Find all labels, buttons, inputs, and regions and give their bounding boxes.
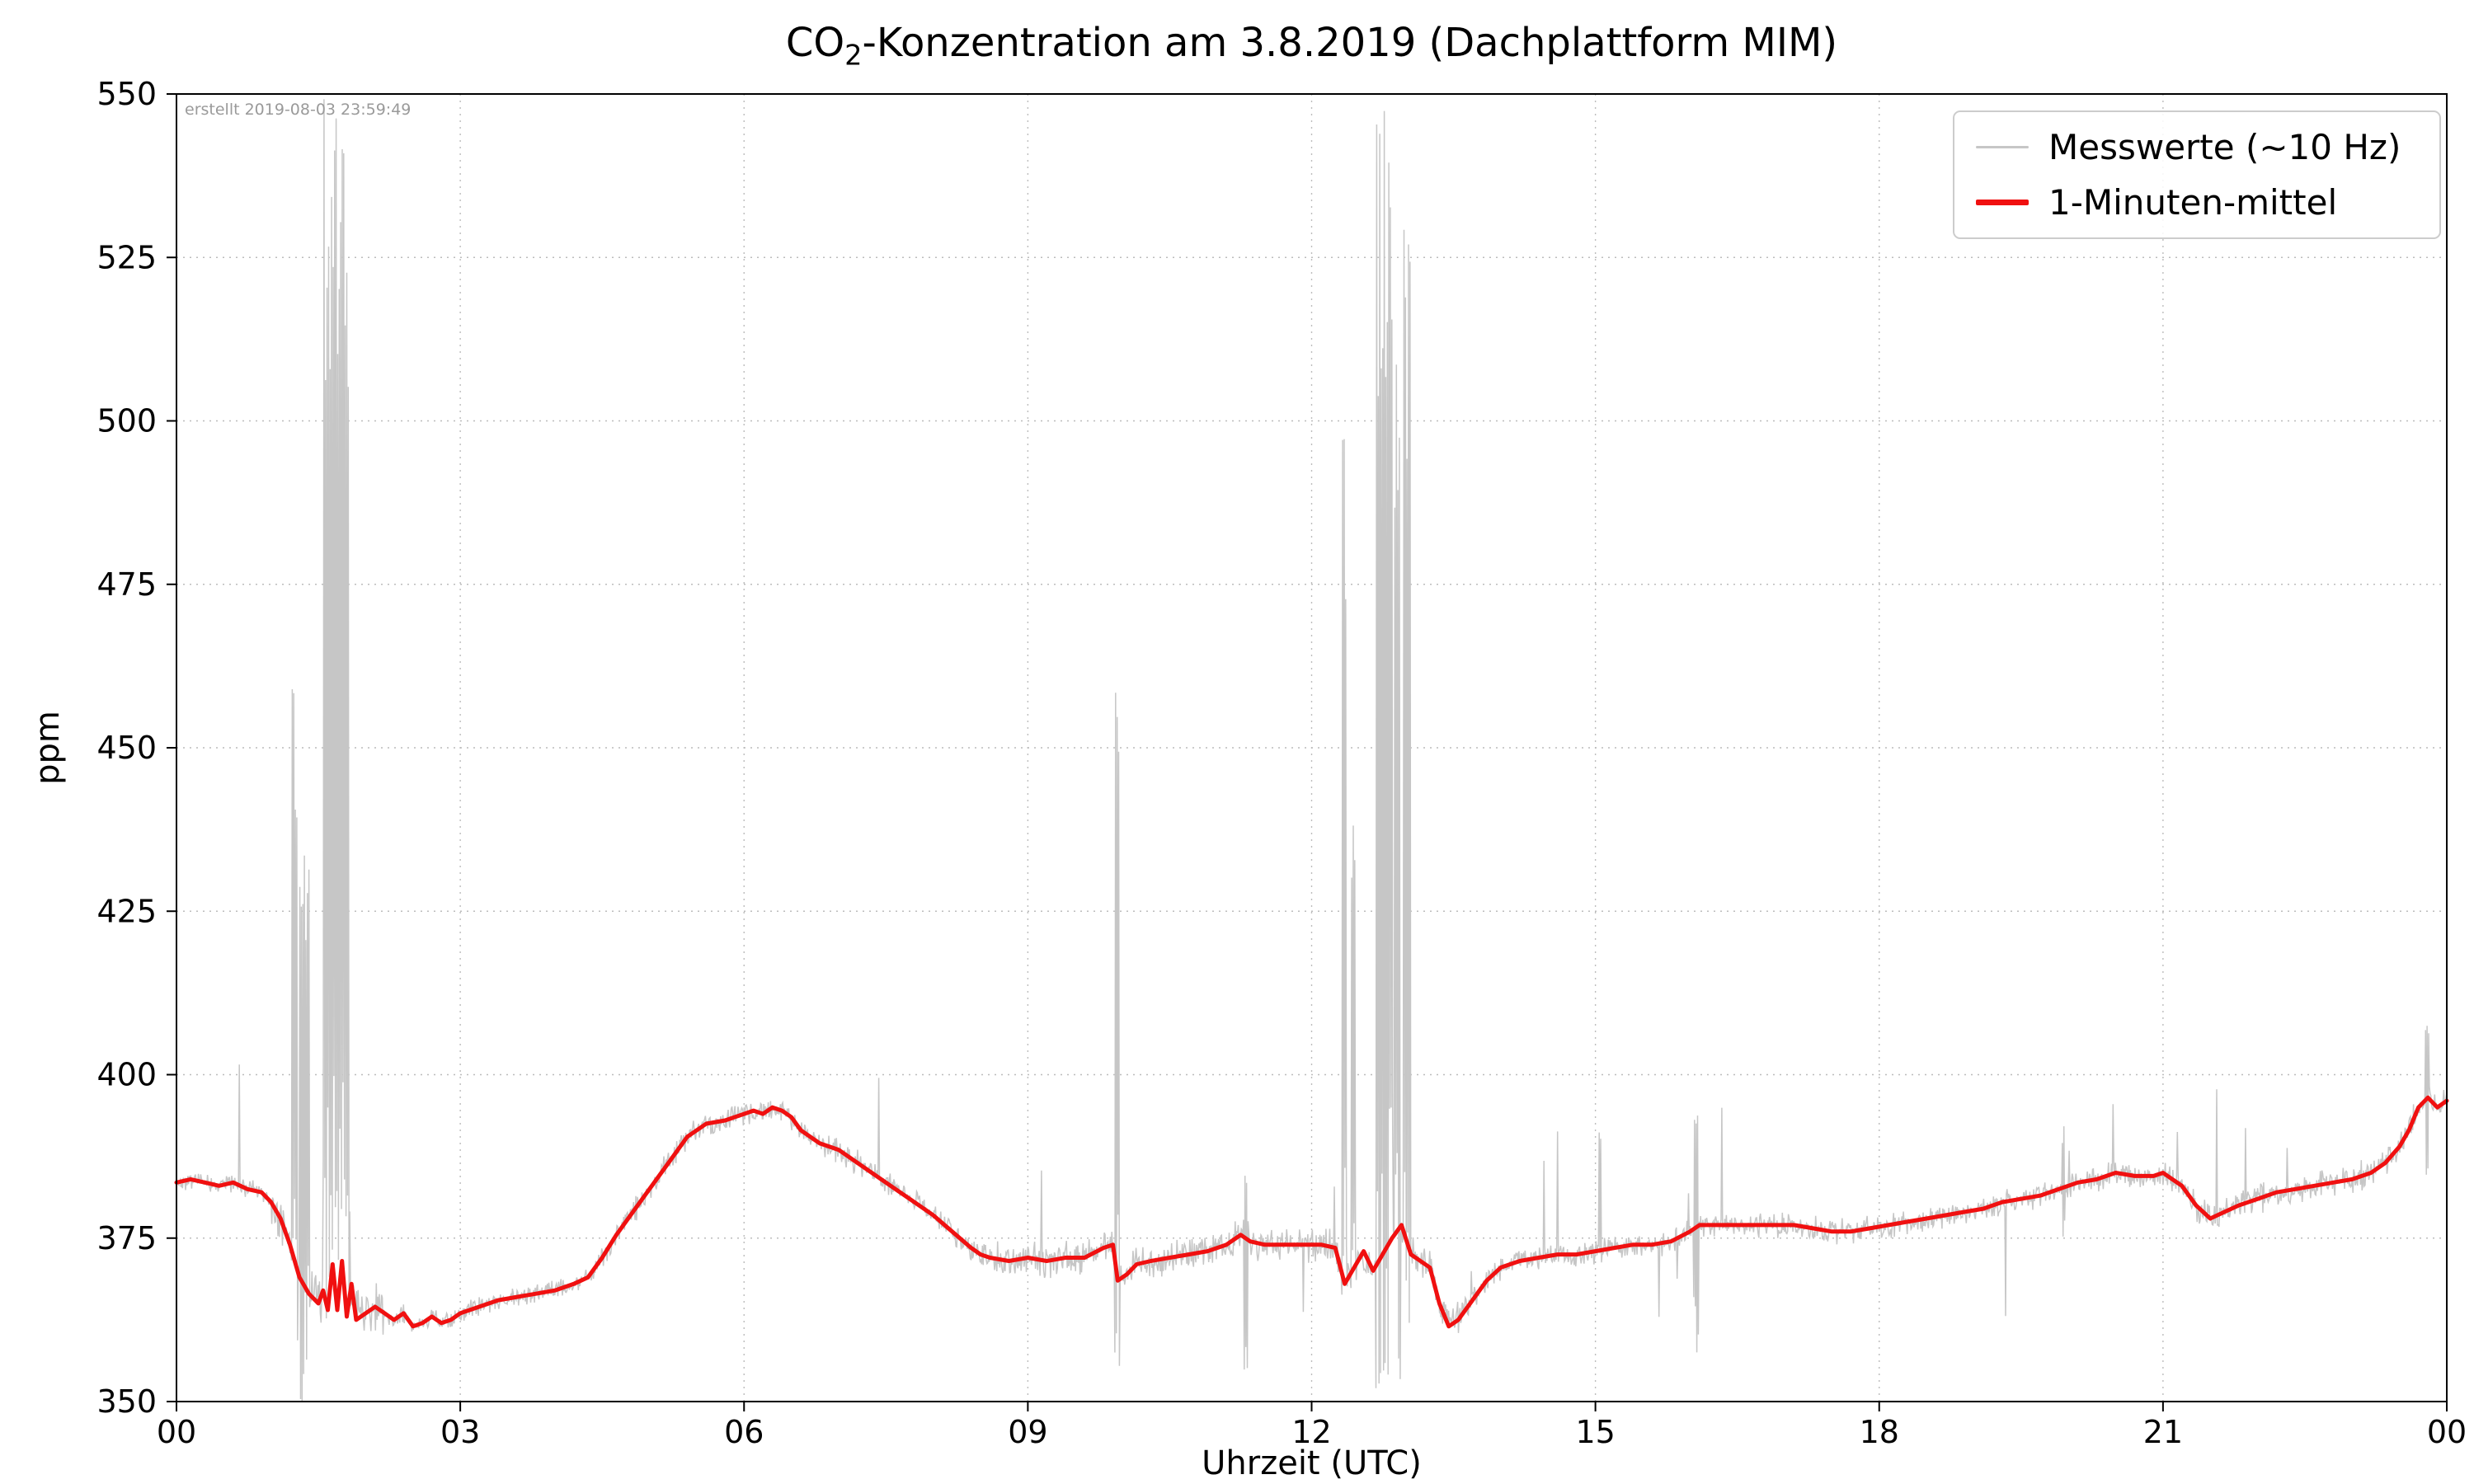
- legend: Messwerte (~10 Hz) 1-Minuten-mittel: [1953, 110, 2441, 239]
- x-tick-label: 18: [1860, 1414, 1899, 1450]
- one-minute-mean-line: [174, 1095, 2449, 1329]
- y-tick-label: 425: [96, 893, 157, 929]
- y-tick-label: 500: [96, 403, 157, 439]
- legend-line-mean-icon: [1976, 200, 2029, 205]
- chart-title-prefix: CO: [785, 20, 845, 66]
- x-tick-label: 12: [1291, 1414, 1331, 1450]
- legend-line-raw-icon: [1976, 146, 2029, 148]
- x-tick-label: 06: [724, 1414, 764, 1450]
- y-tick-label: 350: [96, 1383, 157, 1420]
- y-tick-label: 375: [96, 1220, 157, 1256]
- x-tick-label: 21: [2143, 1414, 2183, 1450]
- legend-label-mean: 1-Minuten-mittel: [2048, 182, 2338, 223]
- raw-measurement-line: [176, 99, 2448, 1402]
- chart-title-rest: -Konzentration am 3.8.2019 (Dachplattfor…: [862, 20, 1838, 66]
- y-tick-label: 450: [96, 730, 157, 766]
- x-axis-label: Uhrzeit (UTC): [1202, 1444, 1422, 1482]
- created-annotation: erstellt 2019-08-03 23:59:49: [185, 101, 412, 119]
- y-tick-label: 550: [96, 76, 157, 112]
- x-tick-label: 15: [1575, 1414, 1615, 1450]
- legend-item-raw: Messwerte (~10 Hz): [1976, 127, 2439, 167]
- y-tick-label: 400: [96, 1057, 157, 1093]
- chart-title-sub: 2: [844, 39, 863, 72]
- x-tick-label: 00: [2427, 1414, 2467, 1450]
- x-tick-label: 09: [1008, 1414, 1047, 1450]
- legend-item-mean: 1-Minuten-mittel: [1976, 182, 2439, 223]
- x-tick-label: 00: [157, 1414, 196, 1450]
- y-tick-label: 475: [96, 566, 157, 603]
- y-tick-label: 525: [96, 239, 157, 275]
- legend-label-raw: Messwerte (~10 Hz): [2048, 127, 2401, 167]
- chart-title: CO2-Konzentration am 3.8.2019 (Dachplatt…: [176, 20, 2447, 72]
- x-tick-label: 03: [440, 1414, 480, 1450]
